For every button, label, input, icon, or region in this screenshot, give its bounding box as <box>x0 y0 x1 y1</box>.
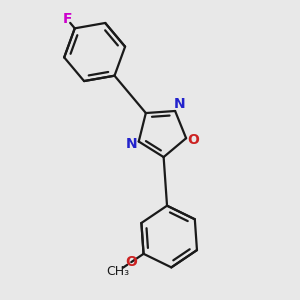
Text: O: O <box>188 133 200 147</box>
Text: F: F <box>62 12 72 26</box>
Text: N: N <box>126 137 137 152</box>
Text: N: N <box>173 98 185 111</box>
Text: O: O <box>125 255 137 269</box>
Text: CH₃: CH₃ <box>106 265 130 278</box>
